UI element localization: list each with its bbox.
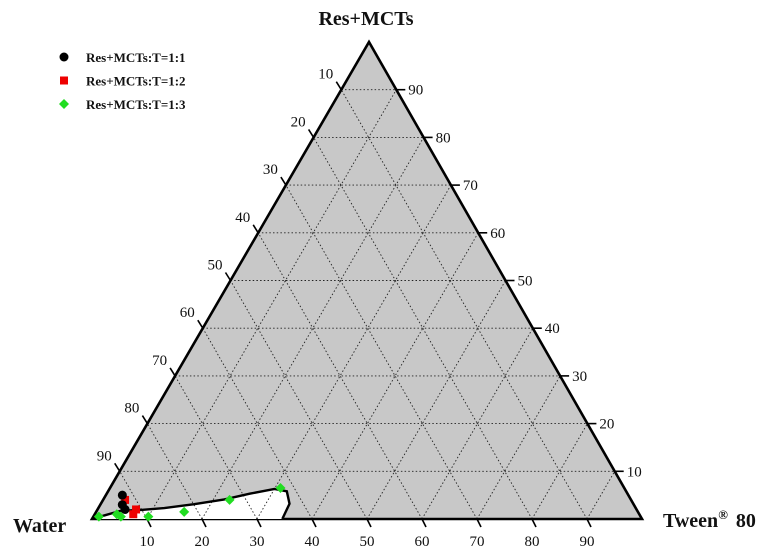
tick-mark-left	[252, 224, 259, 234]
tick-mark-bottom	[476, 518, 482, 528]
tick-label-right: 20	[599, 417, 614, 433]
grid-line-water	[285, 184, 478, 520]
tick-mark-left	[224, 272, 232, 281]
grid-line-water	[257, 232, 423, 520]
tick-label-left: 80	[124, 401, 139, 417]
legend: Res+MCTs:T=1:1 Res+MCTs:T=1:2 Res+MCTs:T=1…	[59, 50, 186, 112]
tick-label-left: 30	[263, 162, 278, 178]
tick-label-bottom: 70	[470, 534, 485, 550]
tick-mark-left	[335, 81, 342, 91]
data-point-circle	[117, 500, 127, 510]
tick-labels: 10 10 10 20 20 20 30 30 30 40 40 40 50 50 50 60 60 60 70 70…	[89, 39, 645, 550]
tick-label-left: 90	[97, 448, 112, 464]
tick-label-bottom: 40	[305, 534, 320, 550]
tick-label-right: 80	[436, 130, 451, 146]
vertex-label-right: Tween® 80	[663, 507, 756, 532]
grid-line-tween	[256, 184, 452, 520]
tick-label-right: 10	[627, 464, 642, 480]
tick-mark-left	[141, 415, 149, 425]
grid-line-tween	[366, 280, 506, 520]
vertex-label-right-name: Tween	[663, 510, 718, 532]
tick-label-right: 60	[490, 226, 505, 242]
data-point-square	[132, 505, 141, 514]
grid-line-tween	[201, 137, 424, 520]
legend-marker-square	[60, 76, 68, 85]
tick-label-bottom: 10	[140, 534, 155, 550]
tick-label-right: 90	[408, 83, 423, 99]
tick-label-bottom: 30	[250, 534, 265, 550]
legend-marker-diamond	[59, 99, 69, 109]
tick-label-bottom: 20	[195, 534, 210, 550]
tick-mark-left	[114, 462, 121, 472]
data-point-diamond	[143, 511, 154, 522]
tick-label-right: 30	[572, 369, 587, 385]
tick-label-right: 50	[518, 274, 533, 290]
grid-line-water	[119, 471, 148, 520]
data-point-diamond	[93, 511, 104, 522]
tick-label-left: 50	[208, 258, 223, 274]
data-point-diamond	[224, 494, 235, 505]
grid-line-tween	[476, 375, 561, 520]
data-point-diamond	[275, 482, 286, 493]
data-points	[93, 482, 286, 522]
ternary-grid	[119, 89, 616, 520]
tick-mark-bottom	[531, 518, 537, 528]
tick-mark-bottom	[256, 518, 262, 528]
data-point-square	[121, 495, 130, 504]
legend-entry: Res+MCTs:T=1:1	[86, 50, 186, 65]
legend-marker-circle	[59, 52, 69, 62]
grid-line-water	[174, 375, 258, 520]
tick-label-bottom: 90	[580, 534, 595, 550]
legend-entry: Res+MCTs:T=1:2	[86, 74, 186, 89]
tick-label-left: 10	[318, 67, 333, 83]
tick-mark-left	[280, 176, 287, 186]
tick-mark-bottom	[311, 518, 317, 528]
grid-line-water	[313, 137, 533, 520]
grid-line-tween	[146, 89, 397, 520]
data-point-diamond	[115, 511, 126, 522]
tick-label-bottom: 60	[415, 534, 430, 550]
legend-entry: Res+MCTs:T=1:3	[86, 97, 186, 112]
tick-mark-bottom	[586, 518, 592, 528]
data-point-diamond	[179, 506, 190, 517]
tick-label-left: 40	[235, 210, 250, 226]
tick-label-left: 70	[152, 353, 167, 369]
vertex-label-top: Res+MCTs	[318, 8, 413, 30]
tick-mark-left	[169, 367, 176, 377]
tick-label-bottom: 50	[360, 534, 375, 550]
tick-mark-bottom	[201, 518, 207, 528]
data-point-circle	[117, 490, 127, 500]
tick-mark-left	[197, 319, 204, 329]
vertex-label-right-suffix: 80	[736, 510, 756, 532]
tick-label-left: 60	[180, 305, 195, 321]
tick-mark-bottom	[421, 518, 427, 528]
tick-label-right: 40	[545, 321, 560, 337]
tick-label-right: 70	[463, 178, 478, 194]
tick-mark-left	[307, 128, 315, 138]
triangle-fill	[92, 42, 642, 519]
grid-line-water	[230, 280, 368, 520]
data-point-square	[129, 510, 138, 519]
tick-mark-bottom	[366, 518, 372, 528]
grid-line-water	[340, 89, 588, 520]
tick-label-left: 20	[291, 114, 306, 130]
vertex-label-left: Water	[13, 515, 66, 537]
tick-label-bottom: 80	[525, 534, 540, 550]
vertex-label-right-superscript: ®	[718, 507, 728, 522]
triangle-frame	[92, 42, 642, 519]
